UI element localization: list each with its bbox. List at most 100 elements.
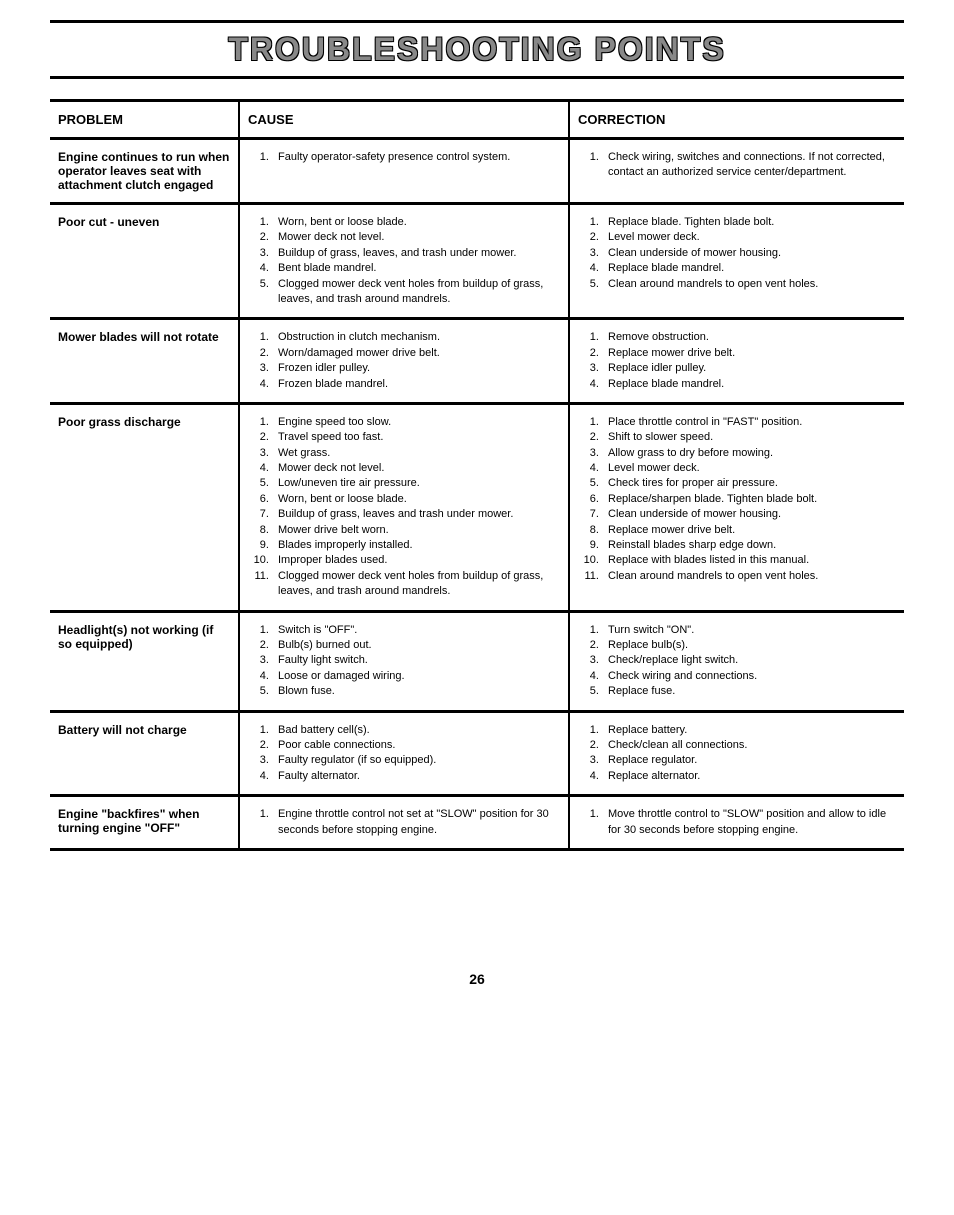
correction-item: Check/replace light switch.: [602, 653, 896, 668]
cause-item: Loose or damaged wiring.: [272, 669, 560, 684]
cause-item: Frozen idler pulley.: [272, 361, 560, 376]
correction-item: Clean underside of mower housing.: [602, 507, 896, 522]
correction-list: Move throttle control to "SLOW" position…: [578, 807, 896, 838]
correction-list: Replace battery.Check/clean all connecti…: [578, 723, 896, 785]
correction-item: Check wiring and connections.: [602, 669, 896, 684]
correction-item: Remove obstruction.: [602, 330, 896, 345]
correction-cell: Replace blade. Tighten blade bolt.Level …: [570, 205, 904, 317]
cause-item: Blades improperly installed.: [272, 538, 560, 553]
correction-item: Move throttle control to "SLOW" position…: [602, 807, 896, 838]
cause-cell: Worn, bent or loose blade.Mower deck not…: [240, 205, 570, 317]
correction-item: Place throttle control in "FAST" positio…: [602, 415, 896, 430]
cause-item: Mower drive belt worn.: [272, 523, 560, 538]
correction-list: Place throttle control in "FAST" positio…: [578, 415, 896, 584]
correction-item: Check/clean all connections.: [602, 738, 896, 753]
cause-item: Worn/damaged mower drive belt.: [272, 346, 560, 361]
correction-list: Replace blade. Tighten blade bolt.Level …: [578, 215, 896, 292]
problem-cell: Engine continues to run when operator le…: [50, 140, 240, 202]
cause-item: Improper blades used.: [272, 553, 560, 568]
correction-item: Clean around mandrels to open vent holes…: [602, 277, 896, 292]
cause-item: Mower deck not level.: [272, 461, 560, 476]
cause-item: Poor cable connections.: [272, 738, 560, 753]
cause-item: Switch is "OFF".: [272, 623, 560, 638]
cause-item: Obstruction in clutch mechanism.: [272, 330, 560, 345]
problem-cell: Headlight(s) not working (if so equipped…: [50, 613, 240, 710]
troubleshooting-table: PROBLEM CAUSE CORRECTION Engine continue…: [50, 99, 904, 851]
cause-list: Engine throttle control not set at "SLOW…: [248, 807, 560, 838]
cause-item: Wet grass.: [272, 446, 560, 461]
correction-item: Replace blade. Tighten blade bolt.: [602, 215, 896, 230]
correction-item: Check tires for proper air pressure.: [602, 476, 896, 491]
table-row: Engine continues to run when operator le…: [50, 140, 904, 205]
cause-item: Worn, bent or loose blade.: [272, 492, 560, 507]
correction-item: Clean around mandrels to open vent holes…: [602, 569, 896, 584]
cause-item: Engine throttle control not set at "SLOW…: [272, 807, 560, 838]
correction-item: Replace/sharpen blade. Tighten blade bol…: [602, 492, 896, 507]
correction-list: Remove obstruction.Replace mower drive b…: [578, 330, 896, 392]
page-title: TROUBLESHOOTING POINTS: [50, 31, 904, 68]
cause-item: Faulty alternator.: [272, 769, 560, 784]
table-header-row: PROBLEM CAUSE CORRECTION: [50, 102, 904, 140]
correction-list: Check wiring, switches and connections. …: [578, 150, 896, 181]
problem-cell: Battery will not charge: [50, 713, 240, 795]
table-body: Engine continues to run when operator le…: [50, 140, 904, 851]
correction-item: Replace blade mandrel.: [602, 261, 896, 276]
cause-item: Worn, bent or loose blade.: [272, 215, 560, 230]
table-row: Engine "backfires" when turning engine "…: [50, 797, 904, 851]
title-section: TROUBLESHOOTING POINTS: [50, 20, 904, 79]
correction-cell: Replace battery.Check/clean all connecti…: [570, 713, 904, 795]
cause-list: Bad battery cell(s).Poor cable connectio…: [248, 723, 560, 785]
problem-cell: Mower blades will not rotate: [50, 320, 240, 402]
table-row: Poor grass dischargeEngine speed too slo…: [50, 405, 904, 613]
cause-cell: Obstruction in clutch mechanism.Worn/dam…: [240, 320, 570, 402]
cause-list: Faulty operator-safety presence control …: [248, 150, 560, 165]
problem-cell: Engine "backfires" when turning engine "…: [50, 797, 240, 848]
cause-item: Faulty light switch.: [272, 653, 560, 668]
cause-item: Faulty regulator (if so equipped).: [272, 753, 560, 768]
problem-cell: Poor cut - uneven: [50, 205, 240, 317]
cause-list: Switch is "OFF".Bulb(s) burned out.Fault…: [248, 623, 560, 700]
correction-item: Level mower deck.: [602, 461, 896, 476]
cause-item: Blown fuse.: [272, 684, 560, 699]
cause-item: Bent blade mandrel.: [272, 261, 560, 276]
correction-item: Replace alternator.: [602, 769, 896, 784]
correction-item: Turn switch "ON".: [602, 623, 896, 638]
header-correction: CORRECTION: [570, 102, 904, 137]
cause-list: Obstruction in clutch mechanism.Worn/dam…: [248, 330, 560, 392]
correction-item: Level mower deck.: [602, 230, 896, 245]
correction-cell: Place throttle control in "FAST" positio…: [570, 405, 904, 610]
correction-item: Replace mower drive belt.: [602, 346, 896, 361]
table-row: Battery will not chargeBad battery cell(…: [50, 713, 904, 798]
cause-item: Frozen blade mandrel.: [272, 377, 560, 392]
cause-item: Engine speed too slow.: [272, 415, 560, 430]
header-cause: CAUSE: [240, 102, 570, 137]
header-problem: PROBLEM: [50, 102, 240, 137]
correction-item: Replace idler pulley.: [602, 361, 896, 376]
correction-item: Replace mower drive belt.: [602, 523, 896, 538]
cause-cell: Switch is "OFF".Bulb(s) burned out.Fault…: [240, 613, 570, 710]
correction-item: Allow grass to dry before mowing.: [602, 446, 896, 461]
cause-item: Faulty operator-safety presence control …: [272, 150, 560, 165]
cause-item: Clogged mower deck vent holes from build…: [272, 277, 560, 308]
correction-item: Replace regulator.: [602, 753, 896, 768]
correction-item: Replace battery.: [602, 723, 896, 738]
correction-item: Replace with blades listed in this manua…: [602, 553, 896, 568]
cause-item: Low/uneven tire air pressure.: [272, 476, 560, 491]
cause-item: Bulb(s) burned out.: [272, 638, 560, 653]
correction-item: Clean underside of mower housing.: [602, 246, 896, 261]
correction-cell: Turn switch "ON".Replace bulb(s).Check/r…: [570, 613, 904, 710]
cause-list: Engine speed too slow.Travel speed too f…: [248, 415, 560, 600]
cause-cell: Bad battery cell(s).Poor cable connectio…: [240, 713, 570, 795]
table-row: Mower blades will not rotateObstruction …: [50, 320, 904, 405]
problem-cell: Poor grass discharge: [50, 405, 240, 610]
correction-item: Reinstall blades sharp edge down.: [602, 538, 896, 553]
cause-item: Mower deck not level.: [272, 230, 560, 245]
correction-cell: Remove obstruction.Replace mower drive b…: [570, 320, 904, 402]
correction-item: Replace blade mandrel.: [602, 377, 896, 392]
cause-item: Travel speed too fast.: [272, 430, 560, 445]
correction-item: Check wiring, switches and connections. …: [602, 150, 896, 181]
table-row: Poor cut - unevenWorn, bent or loose bla…: [50, 205, 904, 320]
page-number: 26: [50, 971, 904, 987]
correction-item: Shift to slower speed.: [602, 430, 896, 445]
cause-cell: Engine speed too slow.Travel speed too f…: [240, 405, 570, 610]
